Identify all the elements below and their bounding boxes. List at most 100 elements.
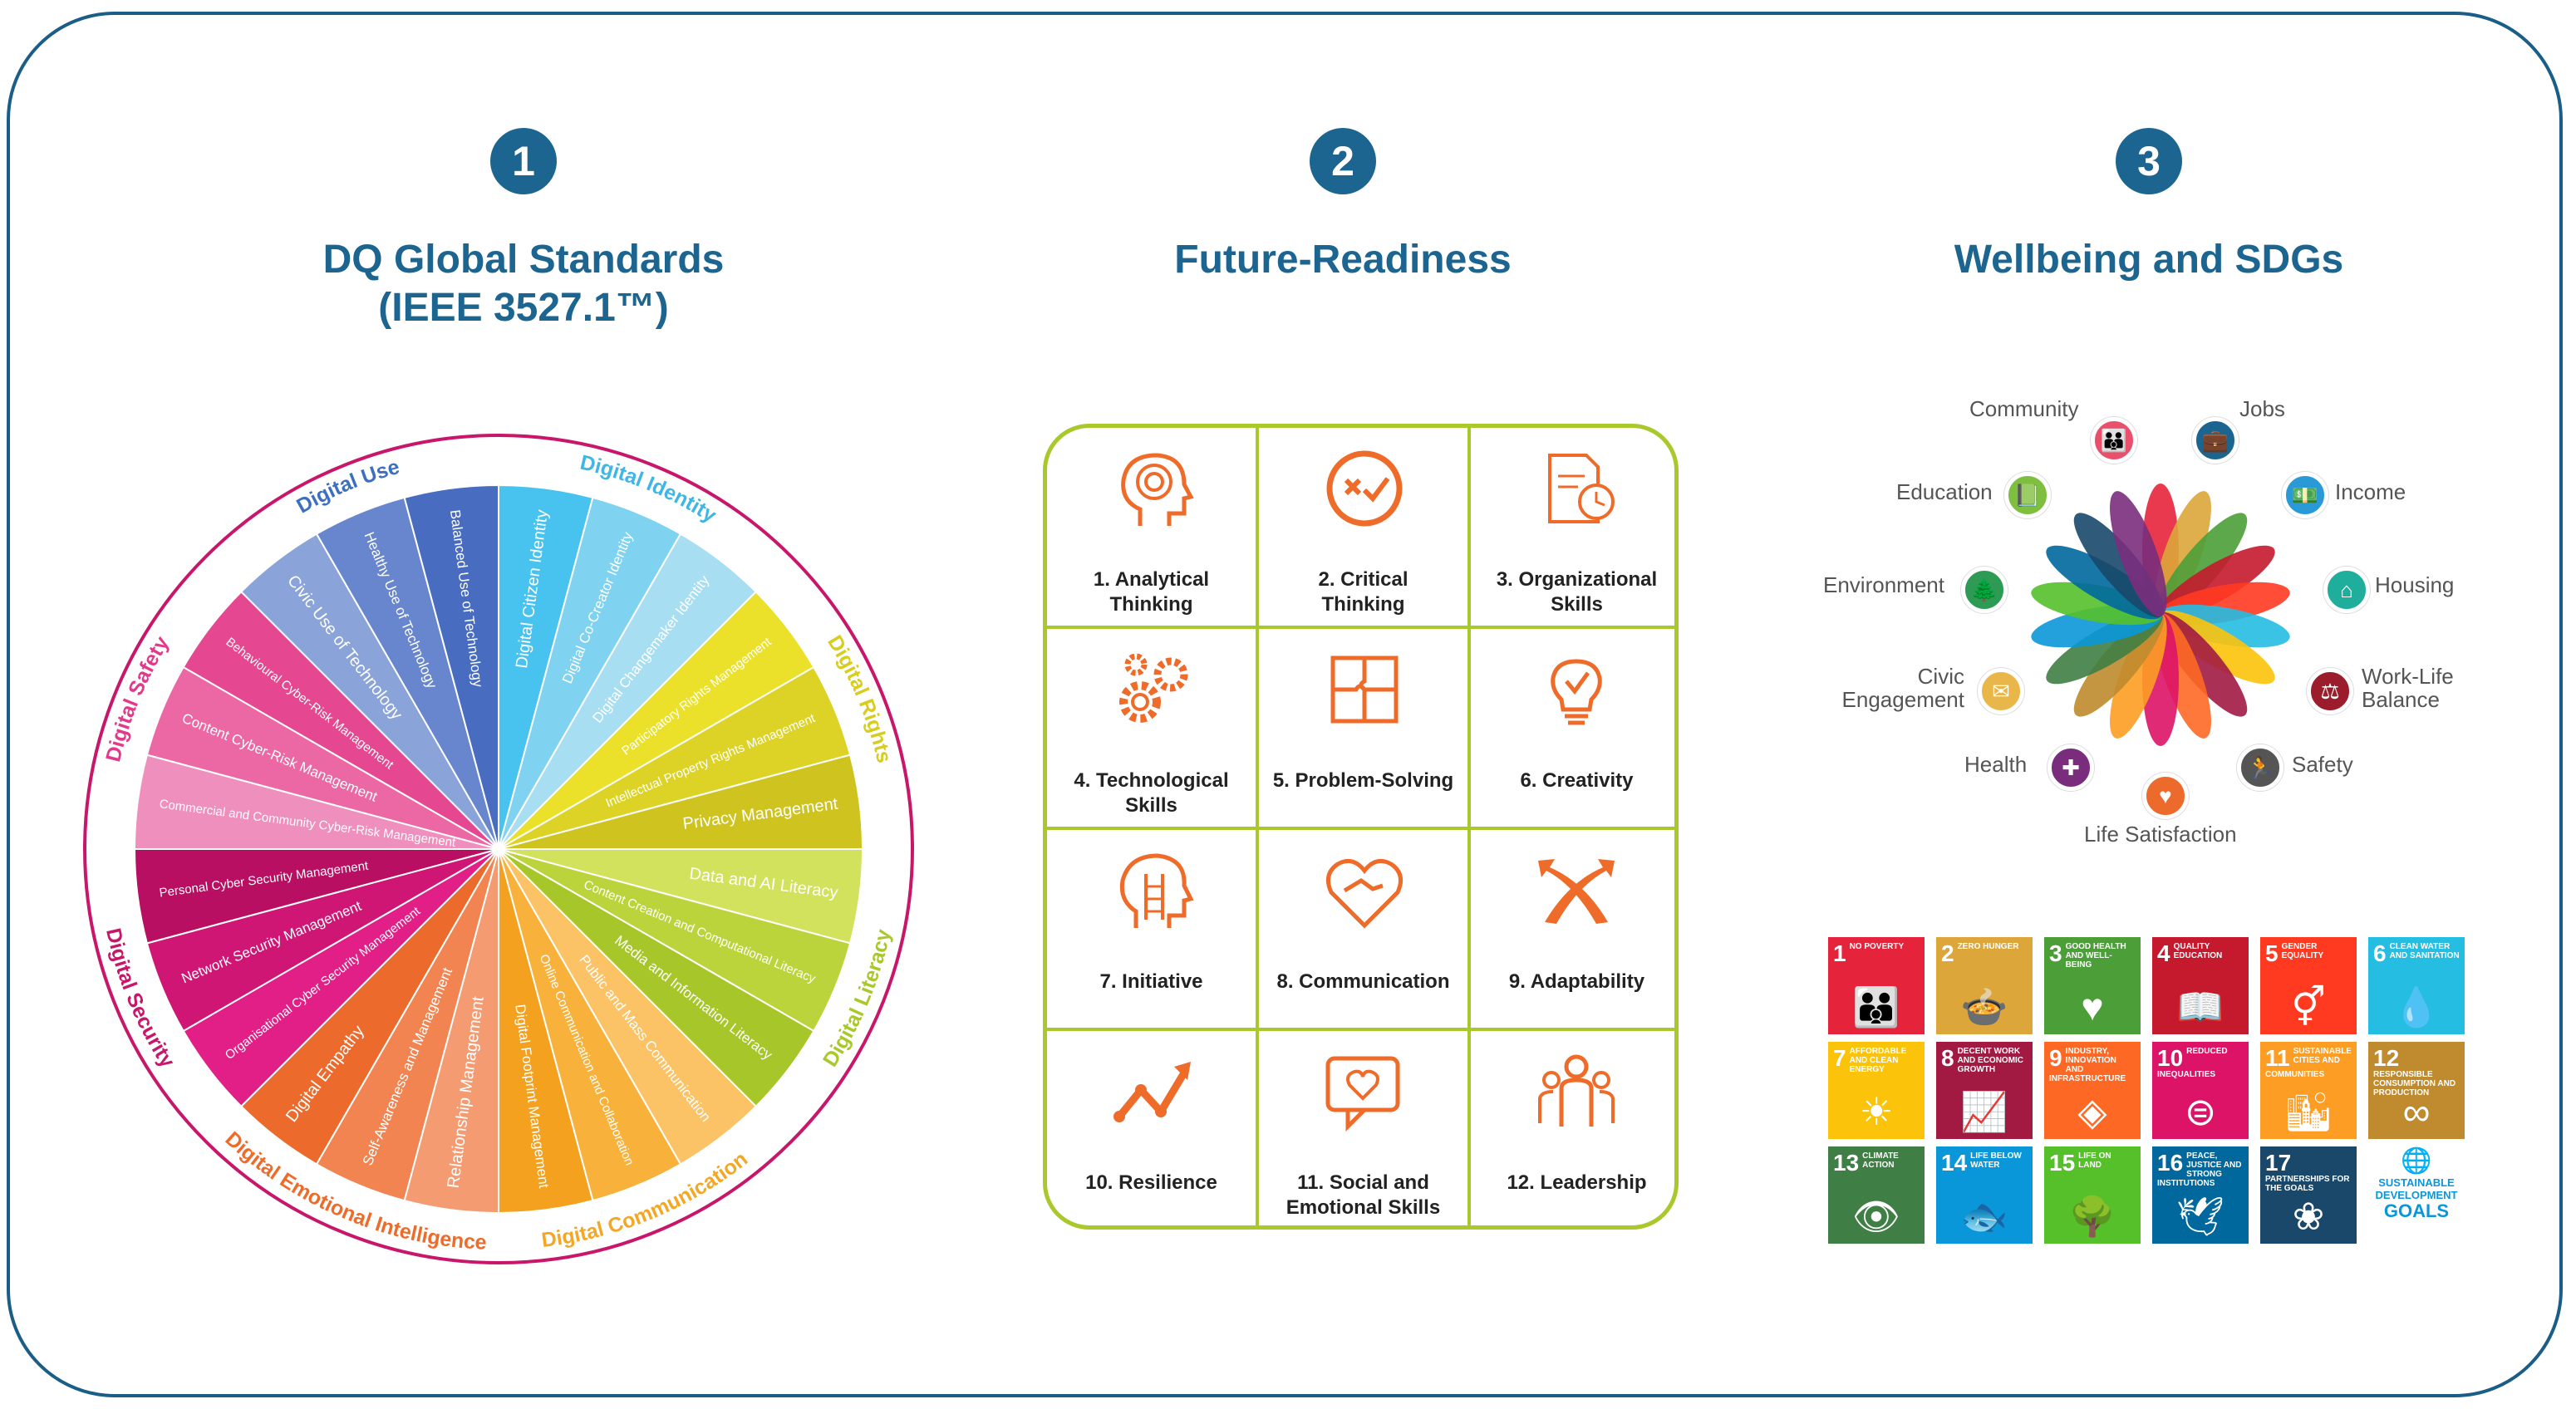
wellbeing-icon: 👪	[2091, 417, 2137, 464]
sdg-tile: 6 Clean Water and Sanitation 💧	[2368, 937, 2465, 1034]
sdg-icon: ⊜	[2184, 1090, 2217, 1133]
sdg-icon: 👁	[1851, 1195, 1901, 1238]
speech-heart-icon	[1325, 1056, 1400, 1132]
skill-cell: 5. Problem-Solving	[1259, 629, 1471, 830]
section-title-2: Future-Readiness	[1094, 236, 1592, 284]
wellbeing-icon: ✉	[1978, 668, 2024, 714]
future-readiness-grid: 1. Analytical Thinking 2. Critical Thinking…	[1043, 424, 1679, 1230]
sdg-tile: 4 Quality Education 📖	[2152, 937, 2249, 1034]
sdg-logo-line2: DEVELOPMENT	[2375, 1189, 2458, 1201]
sdg-number: 8	[1941, 1045, 1954, 1071]
wellbeing-glyph: 🌲	[1970, 577, 1998, 602]
skill-label: 6. Creativity	[1474, 768, 1674, 793]
sdg-logo-line1: SUSTAINABLE	[2378, 1176, 2455, 1189]
wellbeing-glyph: ♥	[2159, 783, 2172, 808]
sdg-tile: 5 Gender Equality ⚥	[2260, 937, 2357, 1034]
skill-label: 8. Communication	[1262, 970, 1464, 994]
sdg-icon: 👪	[1852, 985, 1900, 1029]
lightbulb-icon	[1551, 659, 1602, 725]
sdg-tile: 17 Partnerships for the Goals ❀	[2260, 1146, 2357, 1244]
sdg-tile: 10 Reduced Inequalities ⊜	[2152, 1042, 2249, 1139]
skill-label: 10. Resilience	[1050, 1171, 1252, 1195]
sdg-tile: 13 Climate Action 👁	[1828, 1146, 1925, 1244]
head-ladder-icon	[1119, 853, 1194, 928]
wellbeing-flower	[2031, 484, 2290, 746]
sdg-title: Reduced Inequalities	[2157, 1047, 2228, 1079]
section-title-2-line1: Future-Readiness	[1174, 238, 1512, 282]
skill-label-line2: Skills	[1125, 794, 1177, 817]
skill-label: 7. Initiative	[1050, 970, 1252, 994]
sdg-tile: 8 Decent Work and Economic Growth 📈	[1936, 1042, 2033, 1139]
sdg-tile: 7 Affordable and Clean Energy ☀	[1828, 1042, 1925, 1139]
wellbeing-label: Jobs	[2239, 396, 2285, 421]
wellbeing-icon: ♥	[2142, 773, 2189, 819]
wellbeing-glyph: 💼	[2201, 428, 2229, 453]
sdg-icon: 🐟	[1960, 1195, 2008, 1238]
sdg-number: 4	[2157, 940, 2170, 966]
wellbeing-label: Health	[1964, 752, 2028, 777]
skill-cell: 10. Resilience	[1047, 1031, 1259, 1225]
wellbeing-icon: 🌲	[1961, 567, 2008, 613]
sdg-tile: 16 Peace, Justice and Strong Institutions…	[2152, 1146, 2249, 1244]
sdg-tile: 3 Good Health and Well-Being ♥	[2044, 937, 2141, 1034]
skill-label-line2: Thinking	[1109, 593, 1193, 616]
skill-label: 5. Problem-Solving	[1262, 768, 1464, 793]
skill-label-line1: 5. Problem-Solving	[1272, 769, 1454, 792]
sdg-title: Gender Equality	[2281, 942, 2324, 960]
sdg-icon: 🌳	[2068, 1195, 2116, 1238]
wellbeing-icon: 💵	[2282, 472, 2328, 518]
skill-label-line1: 2. Critical	[1318, 568, 1408, 591]
sdg-number: 5	[2265, 940, 2279, 966]
wellbeing-icon: ⌂	[2323, 567, 2370, 613]
sdg-tile: 15 Life on Land 🌳	[2044, 1146, 2141, 1244]
skill-cell: 11. Social and Emotional Skills	[1259, 1031, 1471, 1225]
sdg-title: No Poverty	[1849, 942, 1905, 951]
sdg-title: Clean Water and Sanitation	[2389, 942, 2460, 960]
section-number-1: 1	[490, 128, 557, 194]
wellbeing-glyph: 👪	[2100, 428, 2128, 453]
sdg-icon: 🏙	[2283, 1090, 2333, 1133]
skill-label-line1: 11. Social and	[1297, 1171, 1429, 1194]
wellbeing-glyph: 💵	[2291, 483, 2319, 508]
skill-cell: 3. Organizational Skills	[1471, 428, 1674, 629]
sdg-title: Industry, Innovation and Infrastructure	[2049, 1047, 2126, 1083]
flower-petal	[2110, 491, 2167, 617]
dq-standards-wheel: Digital Citizen Identity Digital Co-Creat…	[83, 434, 914, 1264]
skill-label: 9. Adaptability	[1474, 970, 1674, 994]
sdg-tile: 14 Life Below Water 🐟	[1936, 1146, 2033, 1244]
wellbeing-icon: ✚	[2048, 744, 2094, 791]
skill-label: 1. Analytical Thinking	[1050, 567, 1252, 617]
skill-cell: 2. Critical Thinking	[1259, 428, 1471, 629]
sdg-title: Partnerships for the Goals	[2265, 1175, 2350, 1193]
sdg-number: 9	[2049, 1045, 2062, 1071]
skill-label-line1: 6. Creativity	[1520, 769, 1634, 792]
gears-icon	[1119, 653, 1188, 723]
sdg-number: 7	[1833, 1045, 1846, 1071]
wellbeing-label: Income	[2335, 479, 2406, 504]
sdg-tiles: 1 No Poverty 👪 2 Zero Hunger 🍲 3 Good Health an…	[1828, 937, 2465, 1246]
rising-line-icon	[1113, 1062, 1191, 1122]
group-icon	[1538, 1054, 1615, 1127]
wheel-segment	[403, 484, 499, 850]
sdg-icon: 💧	[2392, 985, 2441, 1029]
skill-label-line1: 12. Leadership	[1507, 1171, 1647, 1194]
skill-label: 4. Technological Skills	[1050, 768, 1252, 818]
skill-label-line2: Emotional Skills	[1286, 1196, 1441, 1219]
wellbeing-icon: 🏃	[2237, 744, 2283, 791]
wellbeing-glyph: ⚖	[2320, 679, 2340, 704]
sdg-tile: 2 Zero Hunger 🍲	[1936, 937, 2033, 1034]
sdg-icon: ◈	[2077, 1090, 2107, 1133]
sdg-number: 3	[2049, 940, 2062, 966]
sdg-number: 6	[2373, 940, 2387, 966]
sdg-icon: ❀	[2292, 1195, 2325, 1238]
sdg-icon: ⚥	[2291, 985, 2326, 1029]
sdg-title: Zero Hunger	[1957, 942, 2019, 951]
sdg-tile: 9 Industry, Innovation and Infrastructure…	[2044, 1042, 2141, 1139]
skill-label-line1: 3. Organizational	[1496, 568, 1658, 591]
skill-cell: 12. Leadership	[1471, 1031, 1674, 1225]
sdg-tile: 1 No Poverty 👪	[1828, 937, 1925, 1034]
section-number-2: 2	[1310, 128, 1376, 194]
skill-label-line1: 8. Communication	[1276, 970, 1450, 993]
skill-label: 12. Leadership	[1474, 1171, 1674, 1195]
wellbeing-glyph: 📗	[2013, 483, 2042, 508]
